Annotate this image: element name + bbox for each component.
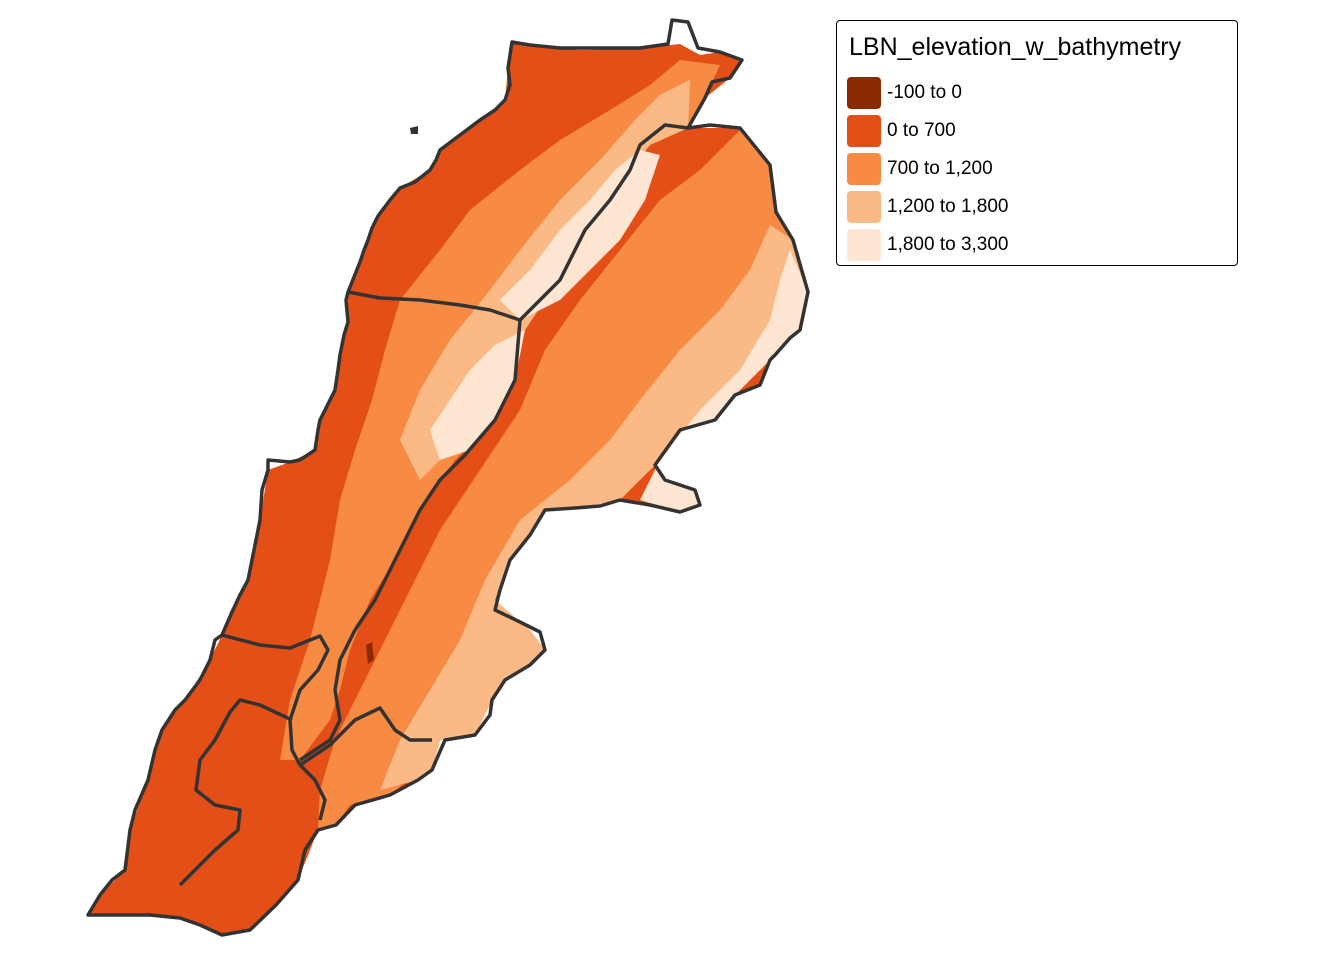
boundary-south-nabatieh bbox=[299, 706, 432, 767]
legend-swatch bbox=[847, 153, 881, 185]
legend-swatch bbox=[847, 77, 881, 109]
legend-item: 1,200 to 1,800 bbox=[847, 190, 1009, 224]
map-legend: LBN_elevation_w_bathymetry -100 to 0 0 t… bbox=[836, 20, 1238, 266]
legend-swatch bbox=[847, 115, 881, 147]
legend-title: LBN_elevation_w_bathymetry bbox=[849, 33, 1182, 61]
boundary-hermel-north bbox=[518, 123, 689, 322]
legend-label: 1,200 to 1,800 bbox=[887, 196, 1009, 217]
governorate-boundaries bbox=[178, 123, 689, 887]
legend-item: 1,800 to 3,300 bbox=[847, 228, 1009, 262]
legend-label: 700 to 1,200 bbox=[887, 158, 993, 179]
land-below-sea-level bbox=[366, 642, 374, 664]
legend-label: 0 to 700 bbox=[887, 120, 956, 141]
legend-item: 700 to 1,200 bbox=[847, 152, 993, 186]
legend-label: 1,800 to 3,300 bbox=[887, 234, 1009, 255]
boundary-north-mount bbox=[347, 290, 521, 322]
boundary-mount-south bbox=[221, 633, 330, 766]
legend-item: 0 to 700 bbox=[847, 114, 956, 148]
legend-label: -100 to 0 bbox=[887, 82, 962, 103]
islet bbox=[410, 126, 418, 134]
land-highest-elevation bbox=[430, 150, 808, 512]
land-mid-elevation bbox=[280, 60, 808, 830]
boundary-nabatieh-inner bbox=[178, 698, 293, 887]
legend-swatch bbox=[847, 229, 881, 261]
legend-item: -100 to 0 bbox=[847, 76, 962, 110]
country-outline bbox=[86, 18, 810, 937]
legend-swatch bbox=[847, 191, 881, 223]
land-high-elevation bbox=[380, 80, 808, 790]
boundary-nabatieh-south bbox=[298, 763, 327, 821]
boundary-mount-beqaa bbox=[299, 319, 522, 762]
